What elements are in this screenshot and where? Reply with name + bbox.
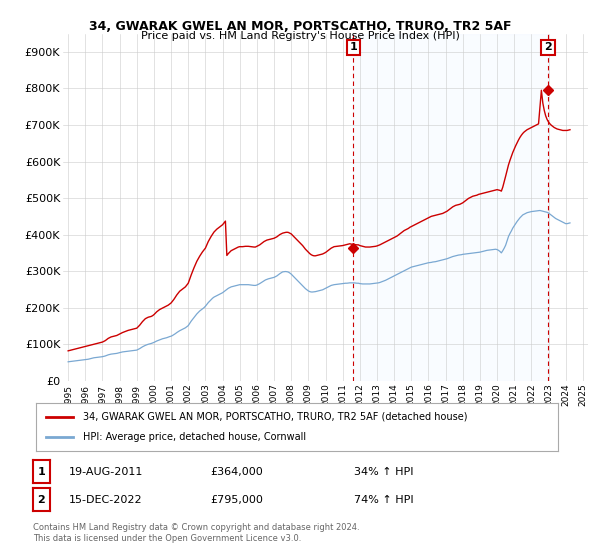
Bar (353, 34, 548, 381)
Text: 19-AUG-2011: 19-AUG-2011 (69, 466, 143, 477)
Text: 2: 2 (38, 494, 45, 505)
Text: HPI: Average price, detached house, Cornwall: HPI: Average price, detached house, Corn… (83, 432, 306, 442)
Text: Price paid vs. HM Land Registry's House Price Index (HPI): Price paid vs. HM Land Registry's House … (140, 31, 460, 41)
Text: 2: 2 (544, 43, 552, 53)
Text: 74% ↑ HPI: 74% ↑ HPI (354, 494, 413, 505)
Text: £795,000: £795,000 (210, 494, 263, 505)
Text: 34, GWARAK GWEL AN MOR, PORTSCATHO, TRURO, TR2 5AF: 34, GWARAK GWEL AN MOR, PORTSCATHO, TRUR… (89, 20, 511, 32)
Text: £364,000: £364,000 (210, 466, 263, 477)
Text: 15-DEC-2022: 15-DEC-2022 (69, 494, 143, 505)
Text: 1: 1 (38, 466, 45, 477)
Text: 34% ↑ HPI: 34% ↑ HPI (354, 466, 413, 477)
Text: 34, GWARAK GWEL AN MOR, PORTSCATHO, TRURO, TR2 5AF (detached house): 34, GWARAK GWEL AN MOR, PORTSCATHO, TRUR… (83, 412, 467, 422)
Text: Contains HM Land Registry data © Crown copyright and database right 2024.
This d: Contains HM Land Registry data © Crown c… (33, 524, 359, 543)
Text: 1: 1 (350, 43, 358, 53)
